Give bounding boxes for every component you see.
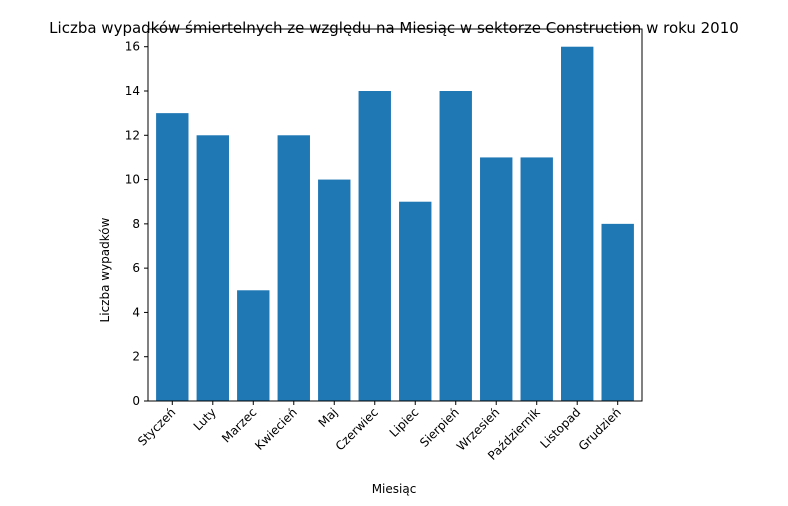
bar-Maj bbox=[318, 179, 351, 401]
bar-Październik bbox=[520, 157, 553, 401]
x-tick-label: Grudzień bbox=[576, 405, 624, 453]
y-tick-label: 10 bbox=[125, 173, 140, 187]
bar-Grudzień bbox=[601, 223, 634, 401]
x-axis-label: Miesiąc bbox=[372, 482, 417, 496]
y-tick-label: 8 bbox=[132, 217, 140, 231]
bar-Kwiecień bbox=[277, 135, 310, 402]
y-axis-label: Liczba wypadków bbox=[98, 217, 112, 322]
y-tick-label: 6 bbox=[132, 261, 140, 275]
bar-Lipiec bbox=[399, 201, 432, 401]
plot-frame bbox=[147, 28, 643, 402]
chart-title: Liczba wypadków śmiertelnych ze względu … bbox=[49, 19, 739, 37]
bar-Wrzesień bbox=[480, 157, 513, 401]
y-axis: 0 2 4 6 8 10 12 14 16 bbox=[125, 40, 148, 408]
bar-Czerwiec bbox=[358, 91, 391, 401]
y-tick-label: 2 bbox=[132, 350, 140, 364]
x-tick-label: Styczeń bbox=[135, 405, 178, 448]
y-tick-label: 4 bbox=[132, 305, 140, 319]
x-tick-label: Czerwiec bbox=[333, 405, 381, 453]
bar-Marzec bbox=[237, 290, 270, 401]
bar-Luty bbox=[196, 135, 229, 402]
y-tick-label: 0 bbox=[132, 394, 140, 408]
x-tick-label: Kwiecień bbox=[252, 405, 300, 453]
bar-Listopad bbox=[561, 46, 594, 401]
x-tick-label: Maj bbox=[316, 405, 341, 430]
x-tick-label: Lipiec bbox=[387, 405, 422, 440]
x-tick-label: Luty bbox=[191, 405, 219, 433]
bar-Sierpień bbox=[439, 91, 472, 401]
y-tick-label: 14 bbox=[125, 84, 140, 98]
y-tick-label: 12 bbox=[125, 128, 140, 142]
x-tick-label: Marzec bbox=[219, 405, 259, 445]
bar-Styczeń bbox=[156, 113, 189, 402]
y-tick-label: 16 bbox=[125, 40, 140, 54]
bars-group bbox=[156, 46, 634, 402]
